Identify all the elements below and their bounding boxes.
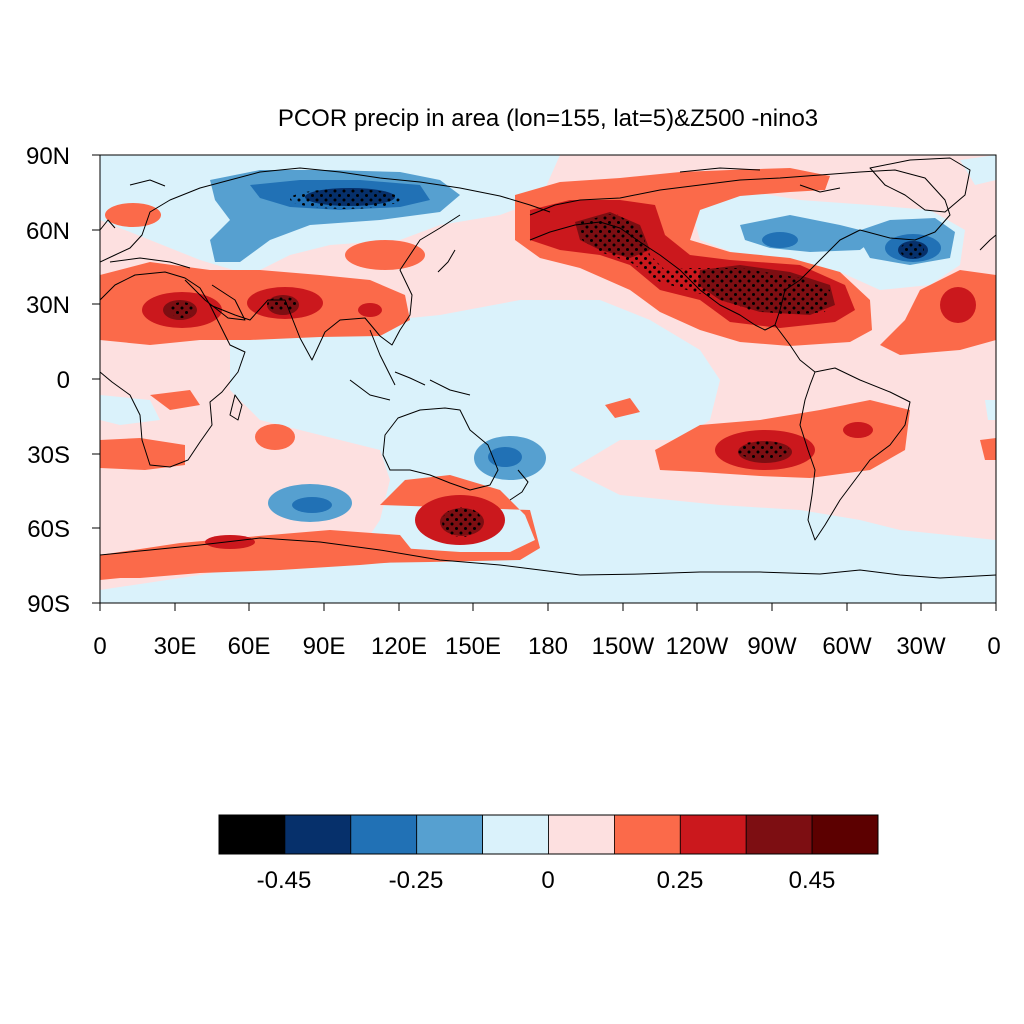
lat-label: 30N bbox=[26, 292, 70, 319]
colorbar-swatches bbox=[218, 814, 879, 855]
lat-labels: 90N 60N 30N 0 30S 60S 90S bbox=[26, 143, 70, 618]
colorbar-swatch bbox=[416, 814, 484, 855]
lon-label: 90W bbox=[747, 633, 797, 660]
colorbar-label: -0.25 bbox=[389, 867, 444, 894]
coastlines bbox=[100, 157, 996, 579]
lon-label: 120W bbox=[666, 633, 729, 660]
lat-label: 60N bbox=[26, 218, 70, 245]
lon-label: 180 bbox=[528, 633, 568, 660]
lon-label: 0 bbox=[987, 633, 1000, 660]
colorbar-labels: -0.45 -0.25 0 0.25 0.45 bbox=[257, 867, 836, 894]
lon-label: 60E bbox=[228, 633, 271, 660]
axis-ticks bbox=[92, 154, 997, 611]
colorbar-label: 0 bbox=[541, 867, 554, 894]
lon-labels: 0 30E 60E 90E 120E 150E 180 150W 120W 90… bbox=[93, 633, 1000, 660]
lat-label: 30S bbox=[27, 442, 70, 469]
colorbar-swatch bbox=[548, 814, 615, 855]
lon-label: 120E bbox=[371, 633, 427, 660]
colorbar: -0.45 -0.25 0 0.25 0.45 bbox=[218, 814, 879, 894]
colorbar-label: 0.25 bbox=[657, 867, 704, 894]
lon-label: 150E bbox=[445, 633, 501, 660]
colorbar-swatch bbox=[284, 814, 352, 855]
lat-label: 90N bbox=[26, 143, 70, 170]
lon-label: 30W bbox=[896, 633, 946, 660]
significance-stippling bbox=[170, 189, 924, 537]
lat-label: 90S bbox=[27, 591, 70, 618]
colorbar-swatch bbox=[482, 814, 549, 855]
colorbar-frame bbox=[218, 814, 879, 855]
map-title: PCOR precip in area (lon=155, lat=5)&Z50… bbox=[278, 105, 818, 132]
lat-label: 60S bbox=[27, 516, 70, 543]
lon-label: 60W bbox=[822, 633, 872, 660]
colorbar-swatch bbox=[811, 814, 879, 855]
lon-label: 30E bbox=[154, 633, 197, 660]
lon-label: 90E bbox=[303, 633, 346, 660]
colorbar-swatch bbox=[218, 814, 286, 855]
lon-label: 0 bbox=[93, 633, 106, 660]
colorbar-label: 0.45 bbox=[789, 867, 836, 894]
colorbar-label: -0.45 bbox=[257, 867, 312, 894]
colorbar-swatch bbox=[350, 814, 418, 855]
colorbar-swatch bbox=[679, 814, 747, 855]
colorbar-swatch bbox=[745, 814, 813, 855]
map-panel bbox=[100, 155, 996, 603]
lat-label: 0 bbox=[57, 367, 70, 394]
colorbar-swatch bbox=[614, 814, 681, 855]
lon-label: 150W bbox=[592, 633, 655, 660]
